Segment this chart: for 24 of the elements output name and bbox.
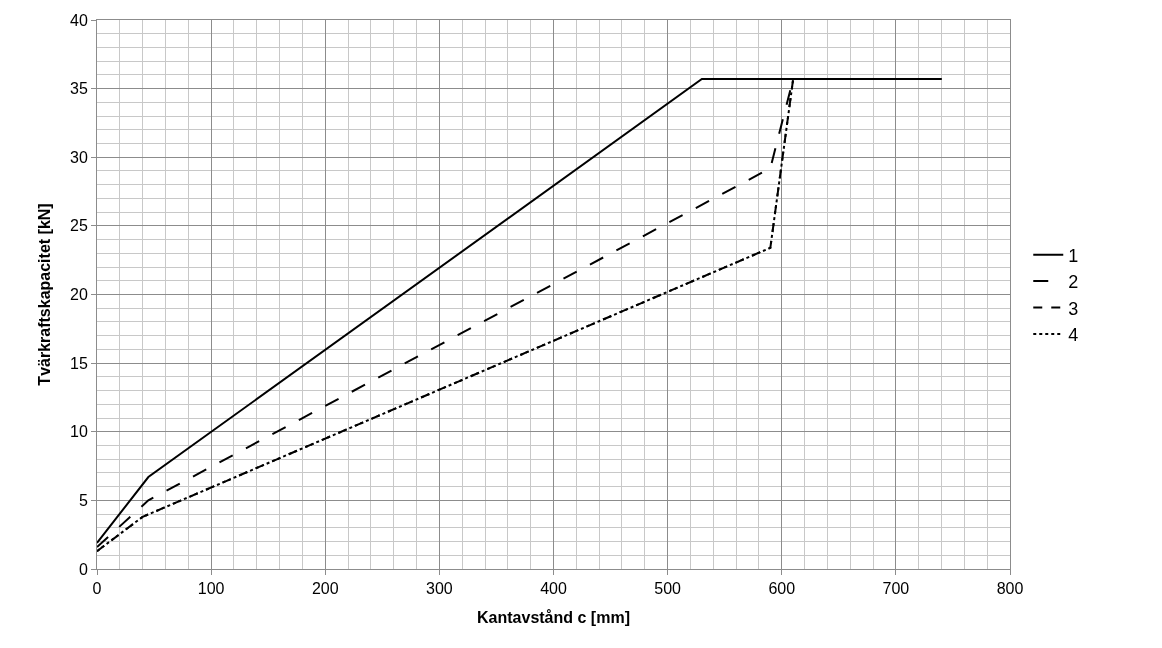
y-tick-label: 35 (70, 80, 88, 98)
x-tick-label: 800 (996, 580, 1024, 598)
x-tick-label: 500 (654, 580, 682, 598)
x-tick-label: 300 (426, 580, 453, 598)
x-tick-label: 700 (882, 580, 910, 598)
x-tick-label: 600 (768, 580, 796, 598)
y-tick-label: 5 (78, 491, 88, 509)
x-tick-label: 400 (540, 580, 567, 598)
x-tick-label: 0 (92, 580, 102, 598)
y-tick-label: 15 (70, 354, 88, 372)
y-axis-title: Tvärkraftskapacitet [kN] (35, 203, 53, 386)
x-tick-label: 200 (311, 580, 339, 598)
legend-label: 1 (1068, 245, 1079, 266)
legend-label: 3 (1068, 298, 1079, 319)
y-tick-label: 0 (78, 560, 88, 578)
y-tick-label: 25 (70, 217, 88, 235)
y-tick-label: 20 (70, 286, 88, 304)
y-tick-label: 40 (70, 11, 88, 29)
y-tick-label: 30 (70, 148, 88, 166)
y-tick-label: 10 (70, 423, 88, 441)
x-axis-title: Kantavstånd c [mm] (477, 608, 630, 626)
legend-label: 2 (1068, 272, 1079, 293)
x-tick-label: 100 (197, 580, 225, 598)
legend-label: 4 (1068, 324, 1079, 345)
